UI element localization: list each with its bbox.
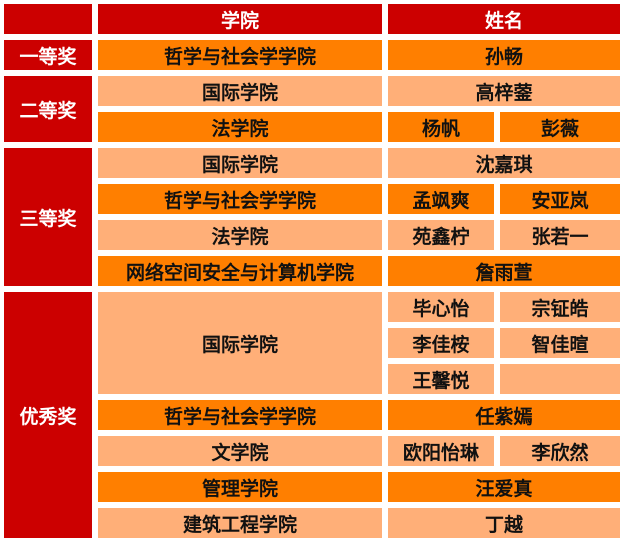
name-cell: 智佳暄 — [500, 328, 620, 358]
name-cell: 李佳桉 — [388, 328, 494, 358]
award-level-cell: 一等奖 — [4, 40, 92, 70]
college-cell: 国际学院 — [98, 148, 382, 178]
name-cell: 孟飒爽 — [388, 184, 494, 214]
award-level-cell: 三等奖 — [4, 148, 92, 286]
name-cell: 苑鑫柠 — [388, 220, 494, 250]
name-cell: 宗钲皓 — [500, 292, 620, 322]
name-cell: 沈嘉琪 — [388, 148, 620, 178]
name-cell: 詹雨萱 — [388, 256, 620, 286]
name-cell: 毕心怡 — [388, 292, 494, 322]
name-cell: 王馨悦 — [388, 364, 494, 394]
name-cell — [500, 364, 620, 394]
name-cell: 孙畅 — [388, 40, 620, 70]
name-cell: 杨帆 — [388, 112, 494, 142]
award-table: 学院 姓名 一等奖 二等奖 三等奖 优秀奖 哲学与社会学学院 国际学院 法学院 国际学院 哲学与… — [4, 4, 620, 538]
college-cell: 建筑工程学院 — [98, 508, 382, 538]
header-name: 姓名 — [388, 4, 620, 34]
name-cell: 任紫嫣 — [388, 400, 620, 430]
college-cell: 哲学与社会学学院 — [98, 400, 382, 430]
name-cell: 彭薇 — [500, 112, 620, 142]
name-cell: 丁越 — [388, 508, 620, 538]
award-level-cell: 二等奖 — [4, 76, 92, 142]
college-cell: 国际学院 — [98, 76, 382, 106]
name-cell: 安亚岚 — [500, 184, 620, 214]
header-college: 学院 — [98, 4, 382, 34]
college-cell: 管理学院 — [98, 472, 382, 502]
college-cell: 法学院 — [98, 220, 382, 250]
college-cell: 法学院 — [98, 112, 382, 142]
name-cell: 李欣然 — [500, 436, 620, 466]
name-cell: 欧阳怡琳 — [388, 436, 494, 466]
college-cell: 国际学院 — [98, 292, 382, 394]
name-cell: 汪爱真 — [388, 472, 620, 502]
college-cell: 哲学与社会学学院 — [98, 40, 382, 70]
award-level-cell: 优秀奖 — [4, 292, 92, 538]
college-cell: 网络空间安全与计算机学院 — [98, 256, 382, 286]
college-cell: 文学院 — [98, 436, 382, 466]
name-cell: 高梓蓥 — [388, 76, 620, 106]
college-cell: 哲学与社会学学院 — [98, 184, 382, 214]
name-cell: 张若一 — [500, 220, 620, 250]
header-corner — [4, 4, 92, 34]
